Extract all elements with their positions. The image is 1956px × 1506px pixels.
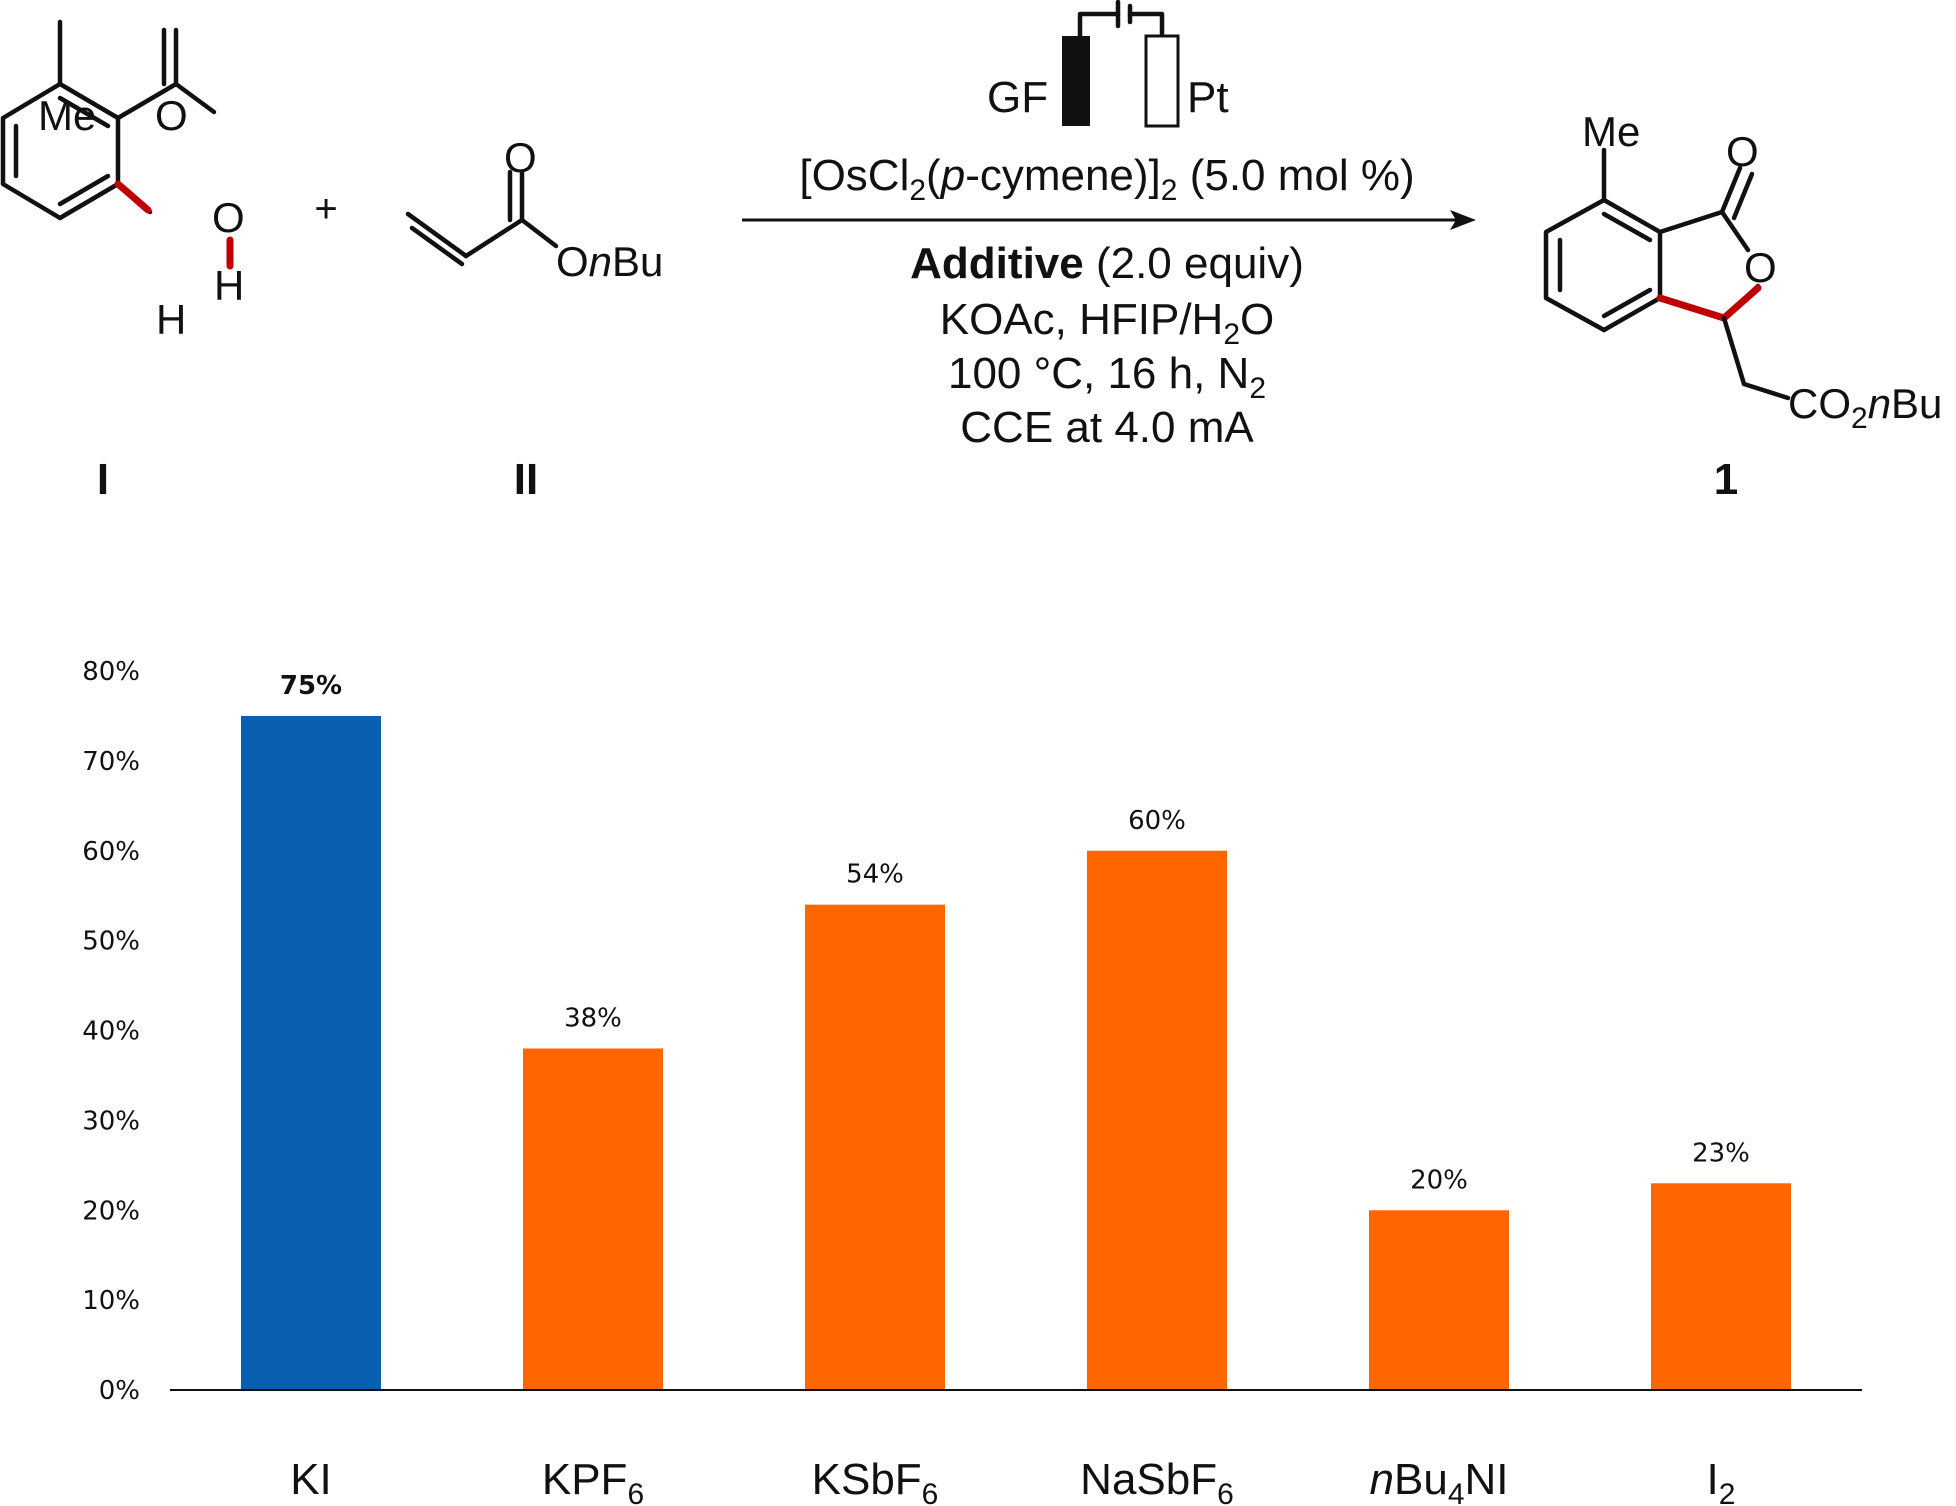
ch-bond-highlight — [114, 180, 152, 214]
hydroxyl-oxygen-label: O — [212, 194, 245, 241]
acrylate-ester-oxygen: O — [556, 238, 589, 285]
new-co-bond-highlight — [1720, 284, 1762, 322]
anode-label: GF — [987, 73, 1048, 122]
reactant-ii-label: II — [514, 455, 538, 504]
value-labels: 75% 38% 54% 60% 20% 23% — [280, 671, 1750, 1195]
reactant-i-structure: Me O O H H — [0, 19, 245, 343]
bar-nBu4NI — [1369, 1210, 1509, 1390]
ring-hydrogen-label: H — [156, 296, 186, 343]
y-tick-label: 30% — [82, 1106, 140, 1136]
base-solvent-text: KOAc, HFIP/H — [940, 295, 1224, 344]
data-label: 54% — [846, 860, 904, 890]
yield-bar-chart: 0% 10% 20% 30% 40% 50% 60% 70% 80% 75% 38% 54% 60% 2… — [82, 657, 1862, 1506]
x-axis-labels: KI KPF6 KSbF6 NaSbF6 nBu4NI I2 — [290, 1455, 1735, 1506]
catalyst-loading: (5.0 mol %) — [1177, 151, 1414, 200]
bar-NaSbF6 — [1087, 850, 1227, 1390]
data-label: 60% — [1128, 806, 1186, 836]
additive-equiv: (2.0 equiv) — [1084, 239, 1304, 288]
graphite-felt-anode — [1062, 36, 1090, 126]
product-co: CO — [1788, 380, 1851, 427]
hydroxyl-hydrogen-label: H — [214, 262, 244, 309]
reaction-scheme: Me O O H H I + O OnBu II — [0, 0, 1942, 504]
y-tick-label: 60% — [82, 837, 140, 867]
product-butyl: Bu — [1891, 380, 1942, 427]
bar-KSbF6 — [805, 904, 945, 1390]
water-subscript: 2 — [1223, 318, 1240, 351]
y-tick-label: 50% — [82, 927, 140, 957]
data-label: 23% — [1692, 1138, 1750, 1168]
catalyst-para-prefix: p — [939, 151, 965, 200]
product-co-subscript: 2 — [1851, 402, 1868, 435]
bars — [241, 715, 1791, 1390]
catalyst-part: -cymene)] — [965, 151, 1161, 200]
acrylate-n-prefix: n — [589, 238, 612, 285]
category-label: nBu4NI — [1370, 1455, 1509, 1506]
product-ring-oxygen-label: O — [1744, 244, 1777, 291]
acrylate-ester-group-label: OnBu — [556, 238, 663, 285]
additive-line: Additive (2.0 equiv) — [910, 239, 1304, 288]
electrode-cell-icon: GF Pt — [987, 0, 1229, 128]
data-label: 38% — [564, 1003, 622, 1033]
acrylate-carbonyl-oxygen-label: O — [504, 134, 537, 181]
y-tick-label: 40% — [82, 1017, 140, 1047]
category-label: KSbF6 — [812, 1455, 939, 1506]
product-ester-label: CO2nBu — [1788, 380, 1942, 435]
y-axis-ticks: 0% 10% 20% 30% 40% 50% 60% 70% 80% — [82, 657, 140, 1406]
category-label: KPF6 — [542, 1455, 644, 1506]
catalyst-line: [OsCl2(p-cymene)]2 (5.0 mol %) — [799, 151, 1414, 207]
category-label: I2 — [1707, 1455, 1736, 1506]
product-methyl-label: Me — [1582, 108, 1640, 155]
data-label: 20% — [1410, 1165, 1468, 1195]
product-label: 1 — [1714, 455, 1738, 504]
base-solvent-text: O — [1240, 295, 1274, 344]
new-cc-bond-highlight — [1656, 294, 1728, 322]
y-tick-label: 80% — [82, 657, 140, 687]
base-solvent-line: KOAc, HFIP/H2O — [940, 295, 1275, 351]
reactant-i-label: I — [97, 455, 109, 504]
y-tick-label: 20% — [82, 1196, 140, 1226]
category-label: KI — [290, 1455, 332, 1504]
product-structure: Me O O CO2nBu — [1543, 108, 1942, 435]
bar-KPF6 — [523, 1048, 663, 1390]
y-tick-label: 70% — [82, 747, 140, 777]
additive-keyword: Additive — [910, 239, 1084, 288]
category-label: NaSbF6 — [1080, 1455, 1234, 1506]
y-tick-label: 10% — [82, 1286, 140, 1316]
catalyst-part: ( — [926, 151, 941, 200]
catalyst-subscript: 2 — [1161, 174, 1178, 207]
cathode-label: Pt — [1187, 73, 1229, 122]
y-tick-label: 0% — [99, 1376, 140, 1406]
temperature-time-text: 100 °C, 16 h, N — [948, 349, 1249, 398]
bar-KI — [241, 715, 381, 1390]
reaction-arrow — [742, 210, 1476, 230]
nitrogen-subscript: 2 — [1249, 372, 1266, 405]
bar-I2 — [1651, 1183, 1791, 1390]
methyl-label: Me — [38, 92, 96, 139]
platinum-cathode — [1144, 34, 1180, 128]
data-label: 75% — [280, 671, 342, 701]
temperature-time-line: 100 °C, 16 h, N2 — [948, 349, 1266, 405]
plus-sign: + — [314, 187, 337, 231]
product-n-prefix: n — [1868, 380, 1891, 427]
catalyst-part: [OsCl — [799, 151, 909, 200]
reactant-ii-structure: O OnBu — [405, 134, 663, 285]
catalyst-subscript: 2 — [909, 174, 926, 207]
carbonyl-oxygen-label: O — [155, 92, 188, 139]
electrolysis-line: CCE at 4.0 mA — [960, 403, 1254, 452]
acrylate-butyl: Bu — [612, 238, 663, 285]
product-carbonyl-oxygen-label: O — [1726, 128, 1759, 175]
